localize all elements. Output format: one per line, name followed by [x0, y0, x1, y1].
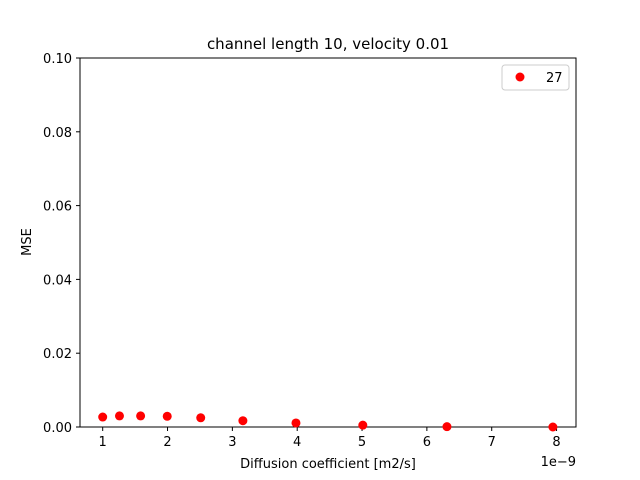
x-tick-label: 6: [423, 435, 431, 450]
y-tick-label: 0.08: [43, 126, 72, 141]
y-axis-label: MSE: [20, 228, 35, 256]
y-tick-label: 0.04: [43, 273, 72, 288]
x-tick-label: 2: [163, 435, 171, 450]
y-tick-label: 0.06: [43, 200, 72, 215]
x-tick-label: 7: [488, 435, 496, 450]
x-axis-label: Diffusion coefficient [m2/s]: [240, 457, 416, 472]
data-points: [98, 411, 558, 432]
legend-marker: [515, 72, 525, 82]
x-tick-label: 4: [293, 435, 301, 450]
x-axis: 1 2 3 4 5 6 7 8: [99, 427, 561, 450]
data-point: [162, 411, 172, 421]
data-point: [114, 411, 124, 421]
data-point: [136, 411, 146, 421]
x-tick-label: 1: [99, 435, 107, 450]
data-point: [196, 413, 206, 423]
x-tick-label: 3: [228, 435, 236, 450]
data-point: [548, 422, 558, 432]
data-point: [358, 420, 368, 430]
data-point: [238, 416, 248, 426]
x-tick-label: 5: [358, 435, 366, 450]
y-tick-label: 0.00: [43, 421, 72, 436]
y-axis: 0.00 0.02 0.04 0.06 0.08 0.10: [43, 52, 80, 436]
chart-title: channel length 10, velocity 0.01: [207, 35, 449, 53]
data-point: [442, 422, 452, 432]
x-axis-offset-label: 1e−9: [541, 455, 576, 470]
legend-label: 27: [546, 71, 563, 86]
plot-frame: [79, 57, 577, 428]
legend-box: [501, 64, 570, 91]
legend: 27: [501, 64, 570, 91]
data-point: [98, 412, 108, 422]
y-tick-label: 0.02: [43, 347, 72, 362]
data-point: [291, 418, 301, 428]
y-tick-label: 0.10: [43, 52, 72, 67]
x-tick-label: 8: [552, 435, 560, 450]
